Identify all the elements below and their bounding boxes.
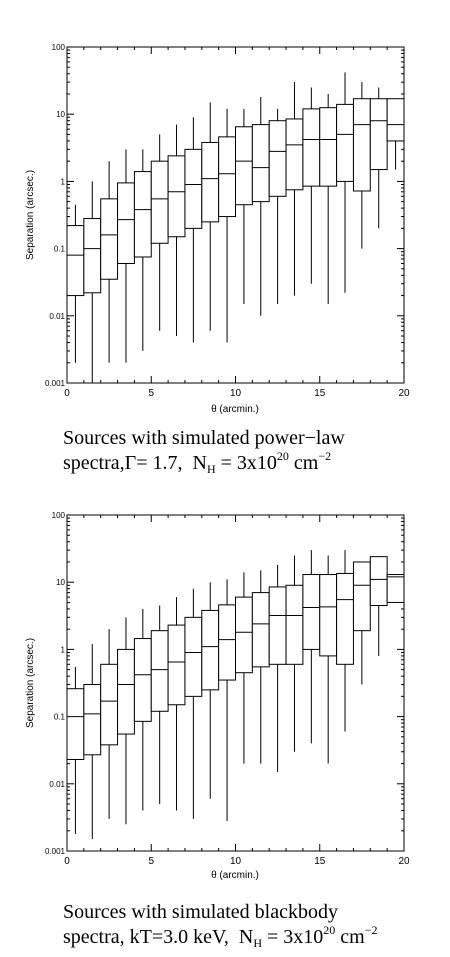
nh-unit: cm xyxy=(293,452,319,474)
box xyxy=(117,648,135,735)
box xyxy=(386,574,405,603)
y-tick-label: 0.1 xyxy=(54,245,66,254)
x-tick-label: 5 xyxy=(148,856,154,867)
caption-prefix: spectra, kT=3.0 keV, xyxy=(63,926,229,948)
chart-marks xyxy=(66,514,405,852)
box xyxy=(268,120,287,197)
box xyxy=(83,684,102,756)
chart-marks xyxy=(66,46,405,384)
x-tick-label: 15 xyxy=(314,856,326,867)
box xyxy=(218,136,236,218)
caption-line-1: Sources with simulated blackbody xyxy=(63,901,338,923)
x-tick-label: 5 xyxy=(148,388,154,399)
box xyxy=(251,592,270,668)
chart-panel-blackbody: Separation (arcsec.) θ (arcmin.) 0 5 10 15 2… xyxy=(0,480,450,957)
nh-symbol: N xyxy=(238,926,254,948)
nh-unit-exponent: −2 xyxy=(318,449,332,463)
box xyxy=(83,218,102,294)
x-tick-label: 20 xyxy=(398,388,410,399)
box xyxy=(369,98,388,171)
box xyxy=(336,572,354,665)
x-tick-label: 10 xyxy=(230,388,242,399)
y-tick-label: 1 xyxy=(61,177,66,186)
y-tick-label: 1 xyxy=(61,645,66,654)
box xyxy=(167,624,186,706)
nh-unit-exponent: −2 xyxy=(364,923,378,937)
box xyxy=(150,160,169,244)
box xyxy=(285,584,304,665)
box xyxy=(302,574,321,650)
nh-symbol: N xyxy=(192,452,207,474)
x-axis-label: θ (arcmin.) xyxy=(211,404,259,415)
box xyxy=(100,198,119,280)
box xyxy=(117,182,135,265)
y-tick-label: 10 xyxy=(56,110,65,119)
y-axis-label: Separation (arcsec.) xyxy=(25,170,36,260)
figure-caption-powerlaw: Sources with simulated power−law spectra… xyxy=(63,426,450,476)
x-tick-label: 15 xyxy=(314,388,326,399)
x-tick-label: 0 xyxy=(64,388,70,399)
y-tick-label: 0.1 xyxy=(54,713,66,722)
x-tick-label: 0 xyxy=(64,856,70,867)
box xyxy=(319,107,338,187)
caption-prefix: spectra, xyxy=(63,452,125,474)
y-axis-label: Separation (arcsec.) xyxy=(25,638,36,728)
y-tick-label: 0.01 xyxy=(49,780,65,789)
nh-exponent: 20 xyxy=(323,923,336,937)
y-tick-label: 0.01 xyxy=(49,312,65,321)
box xyxy=(285,118,304,191)
x-tick-label: 10 xyxy=(230,856,242,867)
box xyxy=(100,663,119,746)
y-tick-label: 100 xyxy=(52,43,66,52)
nh-subscript: H xyxy=(206,462,216,476)
x-tick-label: 20 xyxy=(398,856,410,867)
y-tick-label: 100 xyxy=(52,511,66,520)
box xyxy=(167,155,186,238)
box xyxy=(268,586,287,665)
box xyxy=(133,171,152,258)
gamma-value: = 1.7, xyxy=(136,452,183,474)
figure-caption-blackbody: Sources with simulated blackbody spectra… xyxy=(63,900,450,950)
box xyxy=(133,638,152,722)
nh-exponent: 20 xyxy=(276,449,289,463)
box xyxy=(66,225,85,297)
box xyxy=(386,98,405,142)
nh-value: = 3x10 xyxy=(267,926,324,948)
box xyxy=(201,141,220,223)
nh-subscript: H xyxy=(253,936,262,950)
gamma-symbol: Γ xyxy=(124,452,137,474)
y-tick-label: 0.001 xyxy=(45,379,66,388)
chart-blackbody: Separation (arcsec.) θ (arcmin.) 0 5 10 15 2… xyxy=(25,511,410,881)
chart-panel-powerlaw: Separation (arcsec.) θ (arcmin.) 0 5 10 15 2… xyxy=(25,43,450,476)
box xyxy=(235,596,253,674)
box xyxy=(352,98,371,192)
box xyxy=(201,609,220,691)
box xyxy=(251,124,270,203)
box xyxy=(218,604,236,681)
y-tick-label: 0.001 xyxy=(45,847,66,856)
caption-line-1: Sources with simulated power−law xyxy=(63,427,345,449)
box xyxy=(184,616,203,697)
box xyxy=(319,574,338,657)
box xyxy=(184,148,203,229)
x-axis-label: θ (arcmin.) xyxy=(211,870,259,881)
box xyxy=(150,630,169,712)
box xyxy=(369,556,388,607)
box xyxy=(336,103,354,182)
box xyxy=(302,108,321,187)
box xyxy=(66,688,85,760)
caption-line-2: spectra,Γ= 1.7, NH = 3x1020 cm−2 xyxy=(63,449,450,476)
box xyxy=(352,561,371,632)
nh-unit: cm xyxy=(340,926,365,948)
chart-powerlaw: Separation (arcsec.) θ (arcmin.) 0 5 10 15 2… xyxy=(25,43,410,415)
box xyxy=(235,126,253,206)
nh-value: = 3x10 xyxy=(220,452,277,474)
caption-line-2: spectra, kT=3.0 keV, NH = 3x1020 cm−2 xyxy=(63,923,450,950)
y-tick-label: 10 xyxy=(56,578,65,587)
